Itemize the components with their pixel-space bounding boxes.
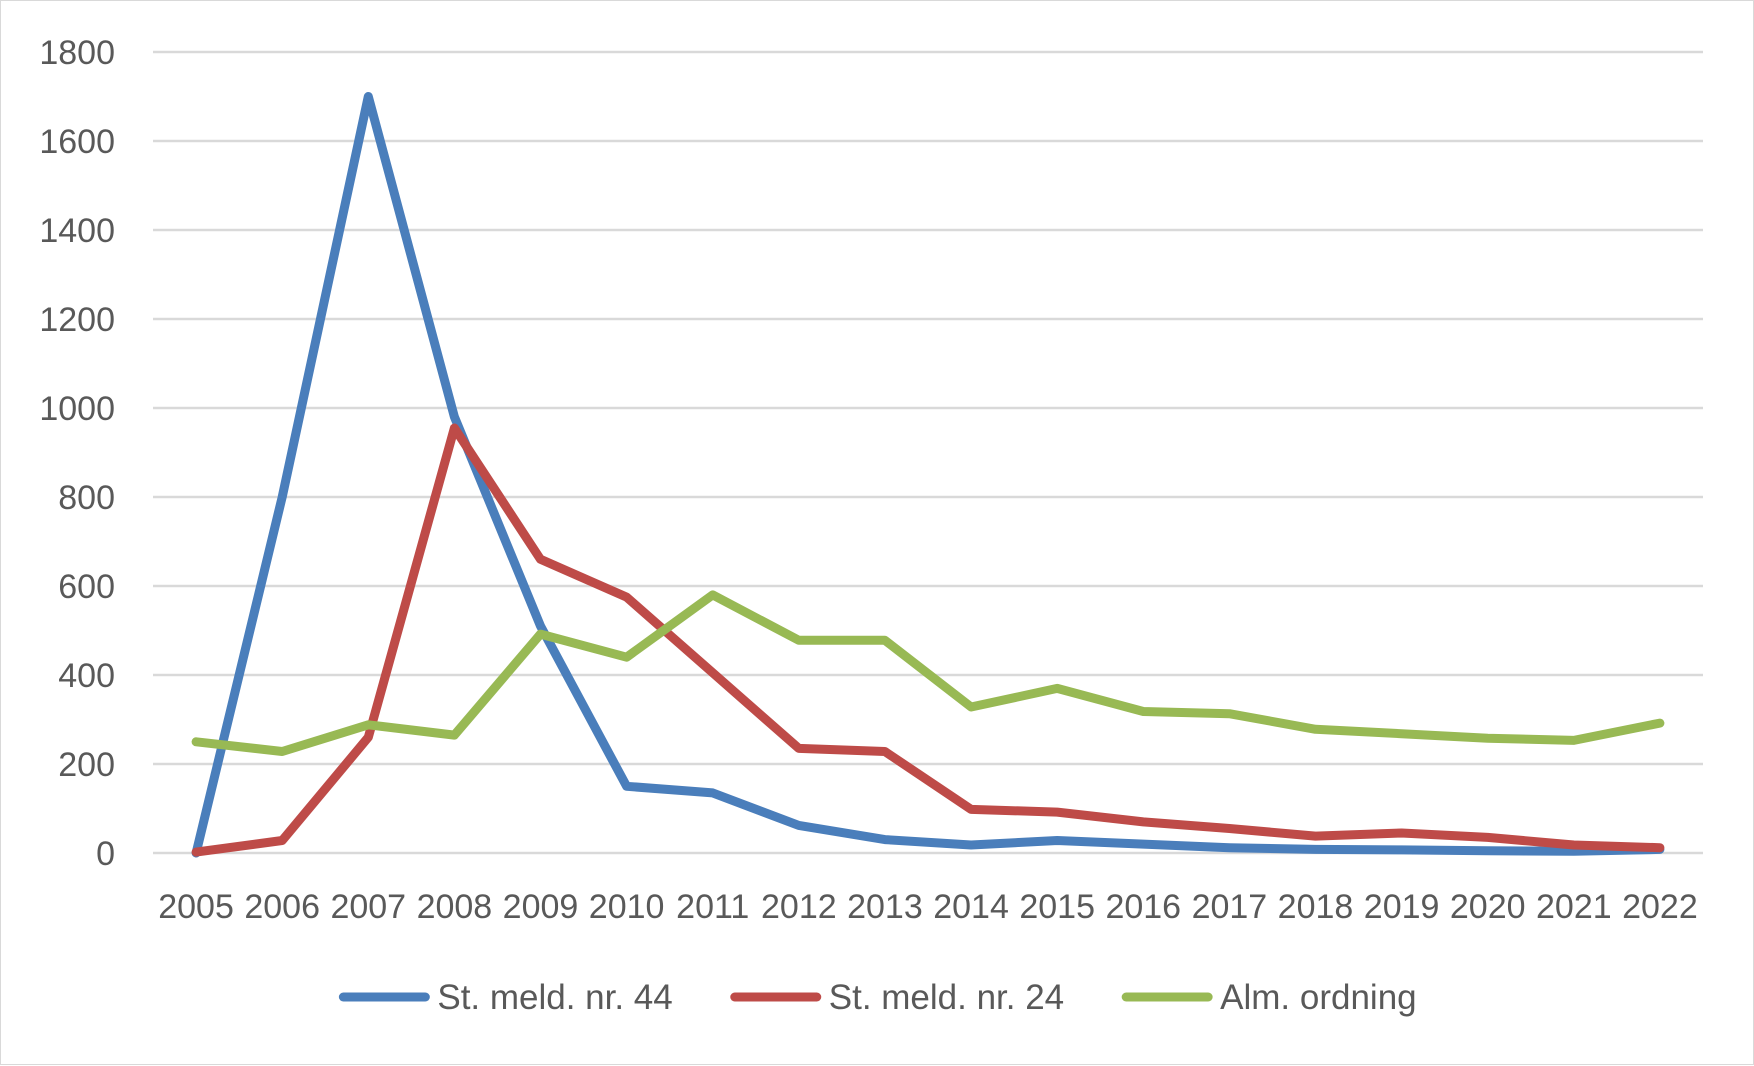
legend: St. meld. nr. 44 St. meld. nr. 24 Alm. ord…	[338, 978, 1417, 1017]
x-tick-label: 2018	[1278, 888, 1354, 926]
x-tick-label: 2007	[330, 888, 406, 926]
y-axis-tick-labels: 0 200 400 600 800 1000 1200 1400 1600 1800	[39, 34, 115, 873]
legend-label-3: Alm. ordning	[1220, 978, 1416, 1017]
x-tick-label: 2012	[761, 888, 837, 926]
x-tick-label: 2009	[503, 888, 579, 926]
x-tick-label: 2005	[158, 888, 234, 926]
y-tick-label: 1800	[39, 34, 115, 72]
y-tick-label: 1600	[39, 123, 115, 161]
x-tick-label: 2021	[1536, 888, 1612, 926]
x-axis-tick-labels: 2005 2006 2007 2008 2009 2010 2011 2012 2013 2014…	[158, 888, 1698, 926]
y-tick-label: 400	[58, 657, 115, 695]
y-tick-label: 1200	[39, 301, 115, 339]
x-tick-label: 2017	[1192, 888, 1268, 926]
legend-label-1: St. meld. nr. 44	[437, 978, 672, 1017]
x-tick-label: 2014	[933, 888, 1009, 926]
series-lines	[191, 92, 1665, 858]
series-line-3	[191, 590, 1665, 756]
x-tick-label: 2013	[847, 888, 923, 926]
x-tick-label: 2015	[1019, 888, 1095, 926]
series-line-2	[191, 423, 1665, 857]
x-tick-label: 2022	[1622, 888, 1698, 926]
y-tick-label: 1400	[39, 212, 115, 250]
y-tick-label: 600	[58, 568, 115, 606]
y-tick-label: 800	[58, 479, 115, 517]
x-tick-label: 2008	[417, 888, 493, 926]
y-tick-label: 1000	[39, 390, 115, 428]
x-tick-label: 2011	[676, 888, 749, 926]
legend-label-2: St. meld. nr. 24	[829, 978, 1064, 1017]
x-tick-label: 2016	[1105, 888, 1181, 926]
y-tick-label: 0	[96, 835, 115, 873]
x-tick-label: 2019	[1364, 888, 1440, 926]
x-tick-label: 2006	[244, 888, 320, 926]
x-tick-label: 2010	[589, 888, 665, 926]
x-tick-label: 2020	[1450, 888, 1526, 926]
y-tick-label: 200	[58, 746, 115, 784]
series-line-1	[191, 92, 1665, 858]
